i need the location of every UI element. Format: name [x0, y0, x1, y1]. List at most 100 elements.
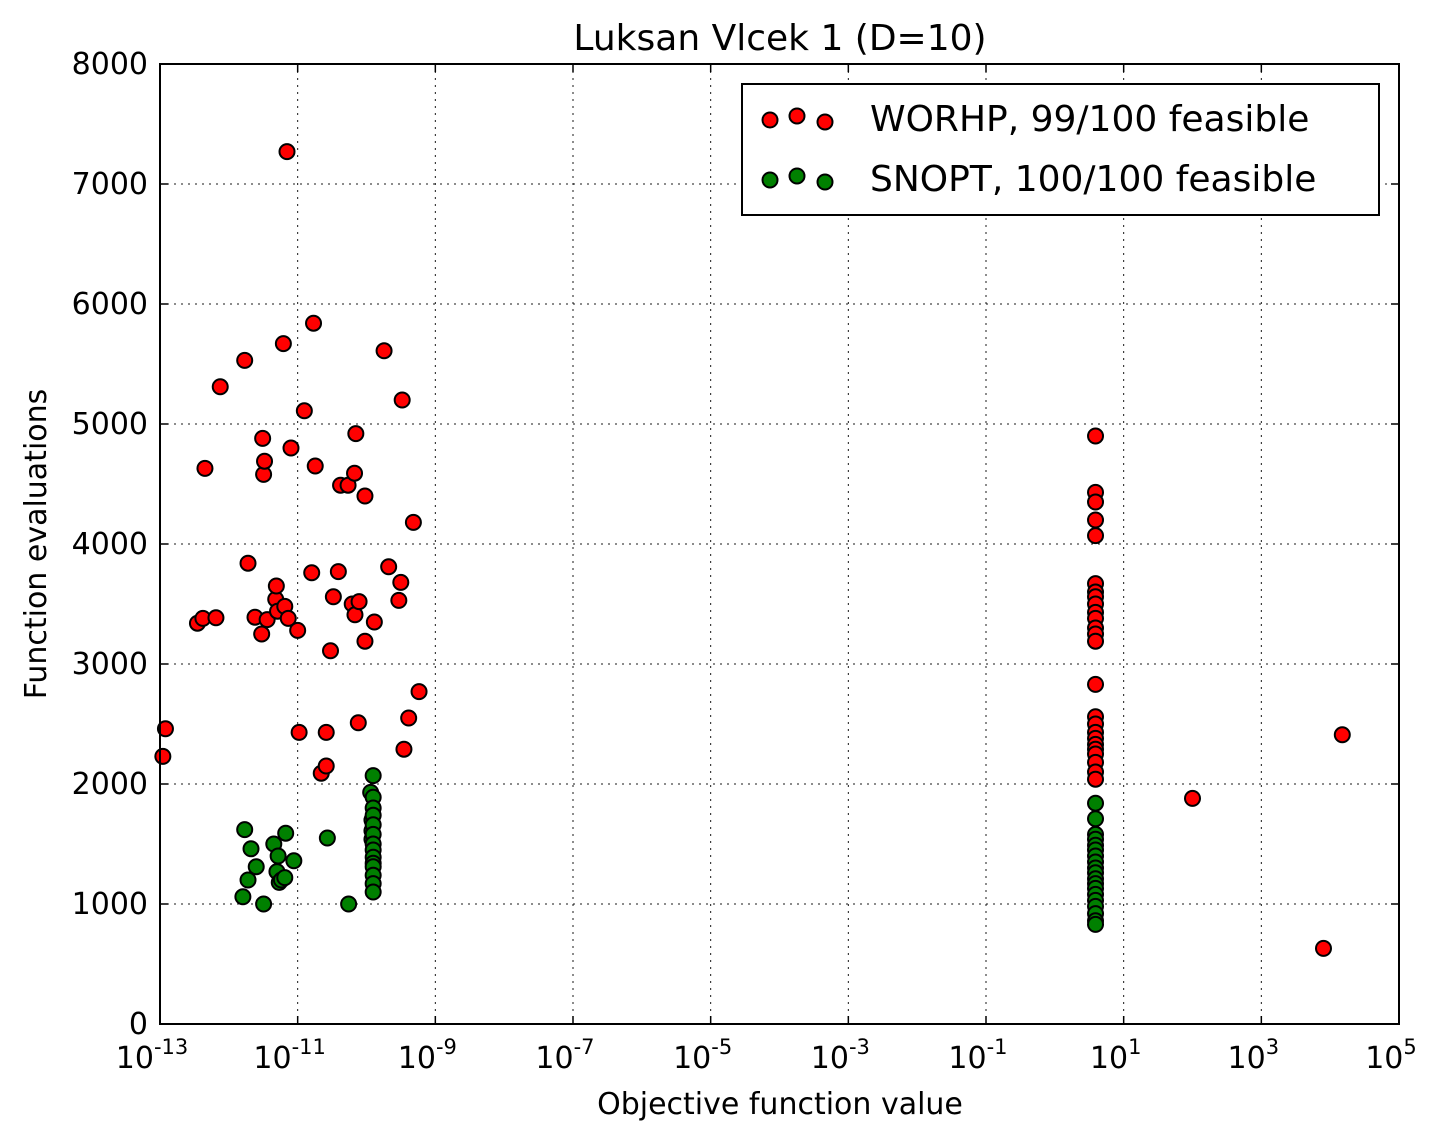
snopt-point [285, 852, 303, 870]
chart-title: Luksan Vlcek 1 (D=10) [573, 18, 986, 59]
y-tick-label: 6000 [72, 287, 148, 322]
legend-marker-dot [816, 173, 834, 191]
worhp-point [375, 342, 393, 360]
legend-marker-worhp [761, 107, 834, 131]
snopt-point [364, 883, 382, 901]
legend: WORHP, 99/100 feasible SNOPT, 100/100 fe… [741, 83, 1380, 216]
snopt-point [1087, 810, 1105, 828]
worhp-point [256, 452, 274, 470]
y-tick-label: 1000 [72, 887, 148, 922]
x-tick-label: 10-13 [116, 1035, 189, 1076]
legend-marker-snopt [761, 167, 834, 191]
worhp-point [267, 577, 285, 595]
worhp-point [236, 351, 254, 369]
worhp-point [290, 723, 308, 741]
worhp-point [356, 632, 374, 650]
worhp-point [1087, 493, 1105, 511]
worhp-point [393, 391, 411, 409]
worhp-point [303, 564, 321, 582]
worhp-point [365, 613, 383, 631]
worhp-point [346, 464, 364, 482]
x-tick-label: 105 [1365, 1035, 1417, 1076]
legend-marker-dot [761, 171, 779, 189]
y-tick-label: 3000 [72, 647, 148, 682]
worhp-point [295, 402, 313, 420]
worhp-point [1087, 675, 1105, 693]
worhp-point [253, 625, 271, 643]
snopt-point [239, 871, 257, 889]
worhp-point [207, 609, 225, 627]
x-tick-label: 10-5 [673, 1035, 732, 1076]
worhp-point [239, 554, 257, 572]
legend-marker-dot [788, 167, 806, 185]
worhp-point [1333, 726, 1351, 744]
worhp-point [278, 143, 296, 161]
y-tick-label: 4000 [72, 527, 148, 562]
y-tick-label: 7000 [72, 167, 148, 202]
worhp-point [154, 747, 172, 765]
snopt-point [318, 829, 336, 847]
worhp-point [282, 439, 300, 457]
y-axis-label: Function evaluations [19, 389, 54, 700]
y-tick-labels: 0 1000 2000 3000 4000 5000 6000 7000 8000 [72, 47, 148, 1042]
worhp-point [390, 591, 408, 609]
x-tick-label: 10-11 [253, 1035, 326, 1076]
worhp-point [317, 723, 335, 741]
worhp-point [1087, 511, 1105, 529]
snopt-point [242, 840, 260, 858]
y-tick-label: 0 [129, 1007, 148, 1042]
worhp-point [350, 593, 368, 611]
snopt-point [247, 858, 265, 876]
worhp-point [279, 609, 297, 627]
worhp-point [289, 621, 307, 639]
legend-marker-dot [816, 113, 834, 131]
x-tick-label: 10-7 [535, 1035, 594, 1076]
y-tick-label: 8000 [72, 47, 148, 82]
snopt-point [364, 767, 382, 785]
worhp-point [392, 573, 410, 591]
worhp-point [1314, 939, 1332, 957]
worhp-point [400, 709, 418, 727]
legend-box [741, 83, 1380, 216]
data-points [154, 143, 1351, 957]
worhp-point [356, 487, 374, 505]
worhp-point [305, 314, 323, 332]
worhp-point [196, 459, 214, 477]
worhp-point [306, 457, 324, 475]
worhp-point [395, 740, 413, 758]
worhp-point [349, 714, 367, 732]
x-tick-label: 10-1 [948, 1035, 1007, 1076]
worhp-point [211, 378, 229, 396]
worhp-point [347, 425, 365, 443]
worhp-point [1087, 427, 1105, 445]
x-tick-label: 10-9 [398, 1035, 457, 1076]
legend-marker-dot [761, 111, 779, 129]
y-tick-label: 2000 [72, 767, 148, 802]
worhp-point [317, 757, 335, 775]
x-tick-labels: 10-13 10-11 10-9 10-7 10-5 10-3 10-1 101 103 105 [116, 1035, 1417, 1076]
worhp-point [380, 558, 398, 576]
worhp-point [1087, 632, 1105, 650]
snopt-point [255, 895, 273, 913]
snopt-point [340, 895, 358, 913]
y-tick-label: 5000 [72, 407, 148, 442]
worhp-point [1184, 789, 1201, 807]
x-axis-label: Objective function value [597, 1087, 963, 1122]
x-tick-label: 10-3 [811, 1035, 870, 1076]
worhp-point [156, 720, 174, 738]
snopt-point [269, 847, 287, 865]
snopt-point [236, 821, 254, 839]
x-tick-label: 103 [1228, 1035, 1280, 1076]
snopt-point [234, 888, 252, 906]
worhp-point [329, 563, 347, 581]
worhp-point [1087, 527, 1105, 545]
axis-ticks [159, 63, 1400, 1025]
x-tick-label: 101 [1090, 1035, 1142, 1076]
legend-marker-dot [788, 107, 806, 125]
snopt-point [276, 869, 294, 887]
worhp-point [274, 335, 292, 353]
snopt-point [1087, 794, 1105, 812]
worhp-point [254, 429, 272, 447]
worhp-point [322, 642, 340, 660]
